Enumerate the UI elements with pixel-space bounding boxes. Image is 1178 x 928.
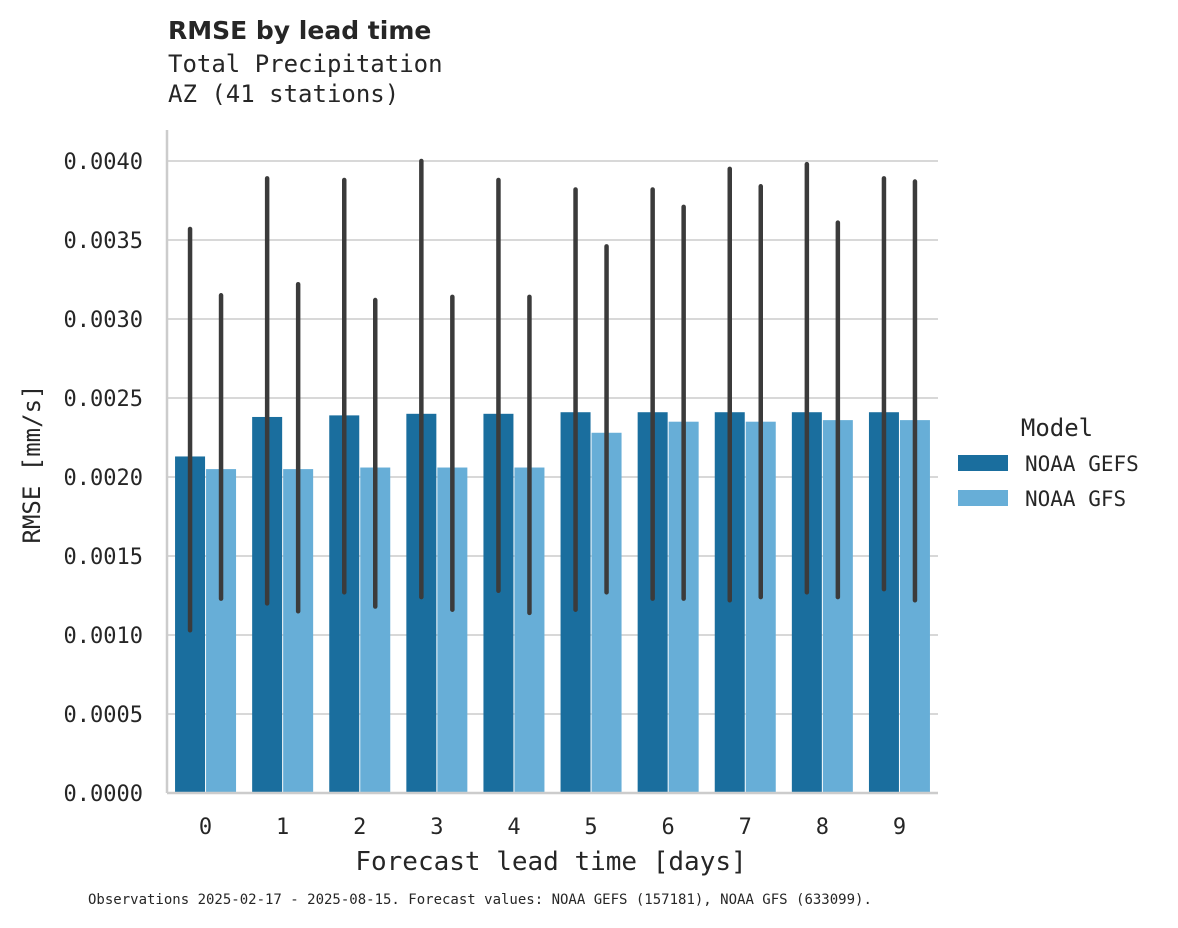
x-tick-labels: 0 1 2 3 4 5 6 7 8 9 bbox=[199, 815, 906, 840]
legend-label-noaa-gfs: NOAA GFS bbox=[1025, 487, 1126, 511]
legend: Model NOAA GEFS NOAA GFS bbox=[958, 414, 1139, 511]
x-tick-label: 3 bbox=[430, 815, 443, 840]
chart-footnote: Observations 2025-02-17 - 2025-08-15. Fo… bbox=[88, 892, 872, 908]
error-bars bbox=[187, 158, 918, 633]
y-tick-label: 0.0020 bbox=[64, 466, 143, 491]
y-tick-label: 0.0030 bbox=[64, 308, 143, 333]
chart-subtitle-variable: Total Precipitation bbox=[168, 50, 443, 78]
legend-label-noaa-gefs: NOAA GEFS bbox=[1025, 452, 1139, 476]
y-tick-labels: 0.0000 0.0005 0.0010 0.0015 0.0020 0.0025 0.00… bbox=[64, 150, 143, 807]
y-tick-label: 0.0000 bbox=[64, 782, 143, 807]
y-tick-label: 0.0005 bbox=[64, 703, 143, 728]
y-tick-label: 0.0035 bbox=[64, 229, 143, 254]
y-tick-label: 0.0010 bbox=[64, 624, 143, 649]
y-tick-label: 0.0040 bbox=[64, 150, 143, 175]
x-tick-label: 7 bbox=[739, 815, 752, 840]
legend-title: Model bbox=[1021, 414, 1093, 442]
chart-subtitle-region: AZ (41 stations) bbox=[168, 80, 400, 108]
chart-title: RMSE by lead time bbox=[168, 16, 432, 45]
x-tick-label: 0 bbox=[199, 815, 212, 840]
y-axis-label: RMSE [mm/s] bbox=[18, 385, 46, 544]
x-tick-label: 6 bbox=[662, 815, 675, 840]
y-tick-label: 0.0015 bbox=[64, 545, 143, 570]
axes bbox=[165, 130, 938, 795]
x-tick-label: 8 bbox=[816, 815, 829, 840]
legend-swatch-noaa-gefs bbox=[958, 455, 1008, 471]
x-tick-label: 2 bbox=[353, 815, 366, 840]
x-tick-label: 1 bbox=[276, 815, 289, 840]
y-tick-label: 0.0025 bbox=[64, 387, 143, 412]
x-tick-label: 4 bbox=[507, 815, 520, 840]
x-tick-label: 5 bbox=[584, 815, 597, 840]
grid-lines bbox=[167, 160, 938, 715]
x-axis-label: Forecast lead time [days] bbox=[355, 847, 746, 877]
legend-swatch-noaa-gfs bbox=[958, 490, 1008, 506]
bars bbox=[175, 412, 930, 793]
x-tick-label: 9 bbox=[893, 815, 906, 840]
